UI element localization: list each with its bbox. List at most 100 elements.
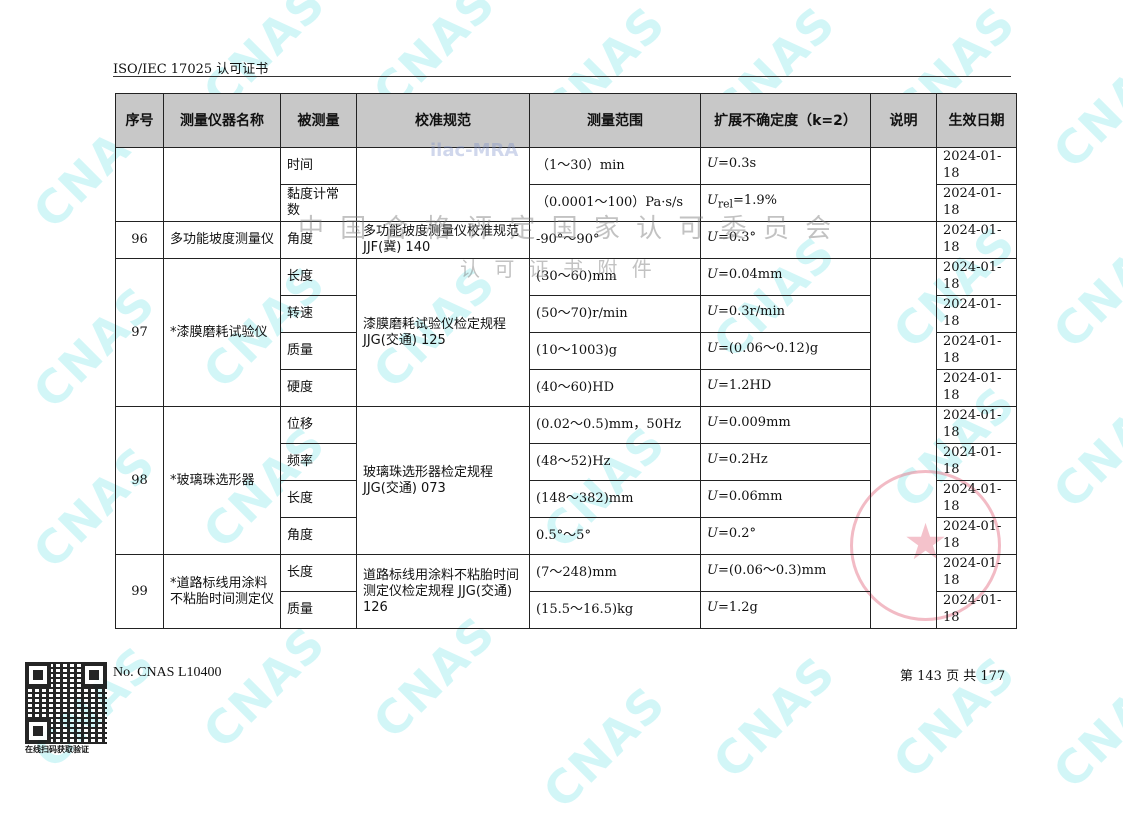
spec-cell: 道路标线用涂料不粘胎时间测定仪检定规程 JJG(交通) 126 [356, 554, 530, 629]
quantity-cell: 黏度计常数 [280, 184, 357, 222]
qr-caption: 在线扫码获取验证 [25, 745, 89, 754]
u-value: =0.06mm [717, 489, 783, 505]
quantity-cell: 角度 [280, 221, 357, 259]
cnas-watermark: CNAS [1042, 655, 1123, 799]
range-cell: (48～52)Hz [529, 443, 701, 481]
seq-cell: 99 [115, 554, 164, 629]
col-uncertainty: 扩展不确定度（k=2） [700, 93, 871, 148]
range-cell: (148～382)mm [529, 480, 701, 518]
cnas-watermark: CNAS [1042, 375, 1123, 519]
u-symbol: U [707, 341, 718, 357]
qr-code[interactable] [25, 662, 107, 744]
u-value: =0.3s [717, 156, 757, 172]
note-cell [870, 554, 937, 629]
u-value: =0.2° [717, 526, 757, 542]
range-cell: (10～1003)g [529, 332, 701, 370]
uncertainty-cell: U=0.3r/min [700, 295, 871, 333]
u-symbol: U [707, 600, 718, 616]
table-row: 转速 (50～70)r/min U=0.3r/min 2024-01-18 [116, 295, 1017, 333]
date-cell: 2024-01-18 [936, 295, 1017, 333]
col-quantity: 被测量 [280, 93, 357, 148]
date-cell: 2024-01-18 [936, 369, 1017, 407]
note-cell [870, 147, 937, 222]
range-cell: （0.0001～100）Pa·s/s [529, 184, 701, 222]
date-cell: 2024-01-18 [936, 147, 1017, 185]
u-symbol: U [707, 378, 718, 394]
date-cell: 2024-01-18 [936, 184, 1017, 222]
quantity-cell: 转速 [280, 295, 357, 333]
table-row: 97 *漆膜磨耗试验仪 长度 漆膜磨耗试验仪检定规程 JJG(交通) 125 (30～6… [115, 258, 1017, 407]
uncertainty-cell: U=0.2Hz [700, 443, 871, 481]
seq-cell: 96 [115, 221, 164, 259]
range-cell: (7～248)mm [529, 554, 701, 592]
range-cell: (15.5～16.5)kg [529, 591, 701, 629]
date-cell: 2024-01-18 [936, 480, 1017, 518]
u-value: =1.2g [717, 600, 758, 616]
uncertainty-cell: U=0.06mm [700, 480, 871, 518]
u-symbol: U [707, 304, 718, 320]
cert-number: No. CNAS L10400 [113, 665, 222, 680]
note-cell [870, 221, 937, 259]
cnas-watermark: CNAS [1042, 35, 1123, 179]
table-row: 质量 (15.5～16.5)kg U=1.2g 2024-01-18 [116, 591, 1017, 629]
spec-cell [356, 147, 530, 222]
range-cell: （1～30）min [529, 147, 701, 185]
spec-cell: 玻璃珠选形器检定规程 JJG(交通) 073 [356, 406, 530, 555]
range-cell: (50～70)r/min [529, 295, 701, 333]
u-symbol: U [707, 415, 718, 431]
col-spec: 校准规范 [356, 93, 530, 148]
date-cell: 2024-01-18 [936, 221, 1017, 259]
page-number: 第 143 页 共 177 [900, 669, 1006, 684]
u-symbol: U [707, 193, 718, 209]
table-row: 长度 (148～382)mm U=0.06mm 2024-01-18 [116, 480, 1017, 518]
date-cell: 2024-01-18 [936, 258, 1017, 296]
uncertainty-cell: U=0.009mm [700, 406, 871, 444]
table-row: 质量 (10～1003)g U=(0.06～0.12)g 2024-01-18 [116, 332, 1017, 370]
table-row: 99 *道路标线用涂料不粘胎时间测定仪 长度 道路标线用涂料不粘胎时间测定仪检定规程 … [115, 554, 1017, 629]
u-symbol: U [707, 156, 718, 172]
instrument-name: *漆膜磨耗试验仪 [163, 258, 281, 407]
date-cell: 2024-01-18 [936, 554, 1017, 592]
note-cell [870, 406, 937, 555]
quantity-cell: 硬度 [280, 369, 357, 407]
spec-cell: 漆膜磨耗试验仪检定规程 JJG(交通) 125 [356, 258, 530, 407]
col-seq: 序号 [115, 93, 164, 148]
cnas-watermark: CNAS [702, 645, 847, 789]
quantity-cell: 频率 [280, 443, 357, 481]
table-row: 硬度 (40～60)HD U=1.2HD 2024-01-18 [116, 369, 1017, 407]
seq-cell: 97 [115, 258, 164, 407]
date-cell: 2024-01-18 [936, 443, 1017, 481]
instrument-name: *玻璃珠选形器 [163, 406, 281, 555]
seq-cell [115, 147, 164, 222]
date-cell: 2024-01-18 [936, 591, 1017, 629]
uncertainty-cell: U=0.04mm [700, 258, 871, 296]
date-cell: 2024-01-18 [936, 406, 1017, 444]
col-instrument: 测量仪器名称 [163, 93, 281, 148]
quantity-cell: 长度 [280, 258, 357, 296]
instrument-name [163, 147, 281, 222]
quantity-cell: 角度 [280, 517, 357, 555]
u-value: =0.3° [717, 230, 757, 246]
page-header: ISO/IEC 17025 认可证书 [113, 62, 269, 77]
u-value: =1.9% [733, 193, 777, 209]
cnas-watermark: CNAS [1042, 215, 1123, 359]
u-symbol: U [707, 452, 718, 468]
uncertainty-cell: Urel=1.9% [700, 184, 871, 222]
date-cell: 2024-01-18 [936, 332, 1017, 370]
uncertainty-cell: U=(0.06～0.3)mm [700, 554, 871, 592]
table-row: 96 多功能坡度测量仪 角度 多功能坡度测量仪校准规范 JJF(冀) 140 -90°～… [115, 221, 1017, 259]
u-symbol: U [707, 267, 718, 283]
table-row: 98 *玻璃珠选形器 位移 玻璃珠选形器检定规程 JJG(交通) 073 (0.02～0… [115, 406, 1017, 555]
table-row: 频率 (48～52)Hz U=0.2Hz 2024-01-18 [116, 443, 1017, 481]
cnas-watermark: CNAS [192, 615, 337, 759]
range-cell: (0.02～0.5)mm，50Hz [529, 406, 701, 444]
spec-cell: 多功能坡度测量仪校准规范 JJF(冀) 140 [356, 221, 530, 259]
uncertainty-cell: U=(0.06～0.12)g [700, 332, 871, 370]
table-row: 时间 （1～30）min U=0.3s 2024-01-18 [115, 147, 1017, 222]
u-symbol: U [707, 563, 718, 579]
range-cell: (40～60)HD [529, 369, 701, 407]
table-row: 角度 0.5°～5° U=0.2° 2024-01-18 [116, 517, 1017, 555]
quantity-cell: 质量 [280, 591, 357, 629]
quantity-cell: 位移 [280, 406, 357, 444]
uncertainty-cell: U=0.3° [700, 221, 871, 259]
